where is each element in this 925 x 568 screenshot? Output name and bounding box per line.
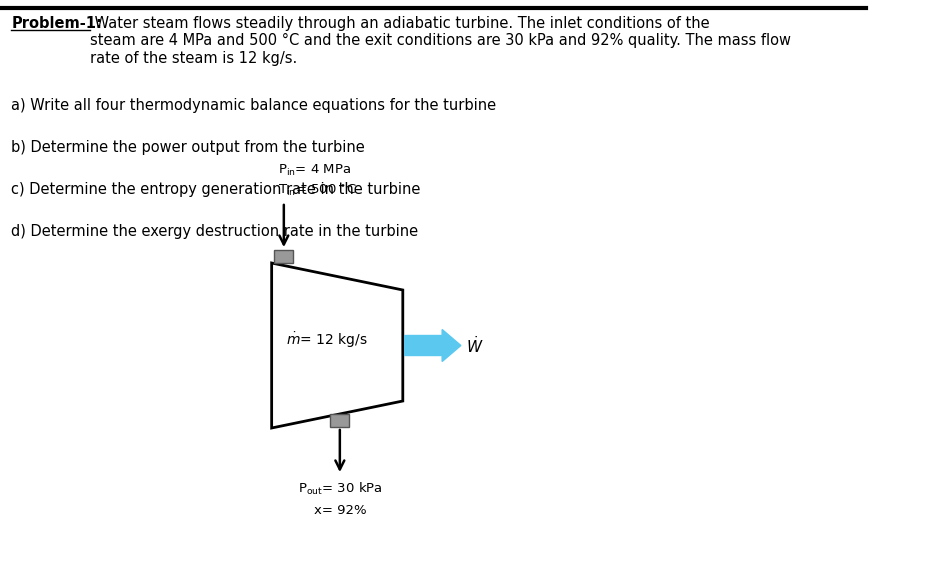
Text: x= 92%: x= 92% bbox=[314, 504, 366, 517]
Text: d) Determine the exergy destruction rate in the turbine: d) Determine the exergy destruction rate… bbox=[11, 224, 418, 239]
Text: Water steam flows steadily through an adiabatic turbine. The inlet conditions of: Water steam flows steadily through an ad… bbox=[90, 16, 791, 66]
Text: $\dot{W}$: $\dot{W}$ bbox=[466, 335, 484, 356]
Text: c) Determine the entropy generation rate in the turbine: c) Determine the entropy generation rate… bbox=[11, 182, 421, 197]
Bar bbox=[330, 414, 350, 427]
FancyArrow shape bbox=[404, 329, 461, 361]
Text: b) Determine the power output from the turbine: b) Determine the power output from the t… bbox=[11, 140, 365, 155]
Text: P$_{\mathrm{out}}$= 30 kPa: P$_{\mathrm{out}}$= 30 kPa bbox=[298, 481, 382, 497]
Bar bbox=[275, 250, 293, 263]
Text: T$_{\mathrm{in}}$= 500 $^{\circ}$C: T$_{\mathrm{in}}$= 500 $^{\circ}$C bbox=[278, 183, 357, 198]
Text: a) Write all four thermodynamic balance equations for the turbine: a) Write all four thermodynamic balance … bbox=[11, 98, 497, 113]
Text: $\dot{m}$= 12 kg/s: $\dot{m}$= 12 kg/s bbox=[286, 331, 367, 350]
Text: P$_{\mathrm{in}}$= 4 MPa: P$_{\mathrm{in}}$= 4 MPa bbox=[278, 163, 352, 178]
Text: Problem-1:: Problem-1: bbox=[11, 16, 102, 31]
